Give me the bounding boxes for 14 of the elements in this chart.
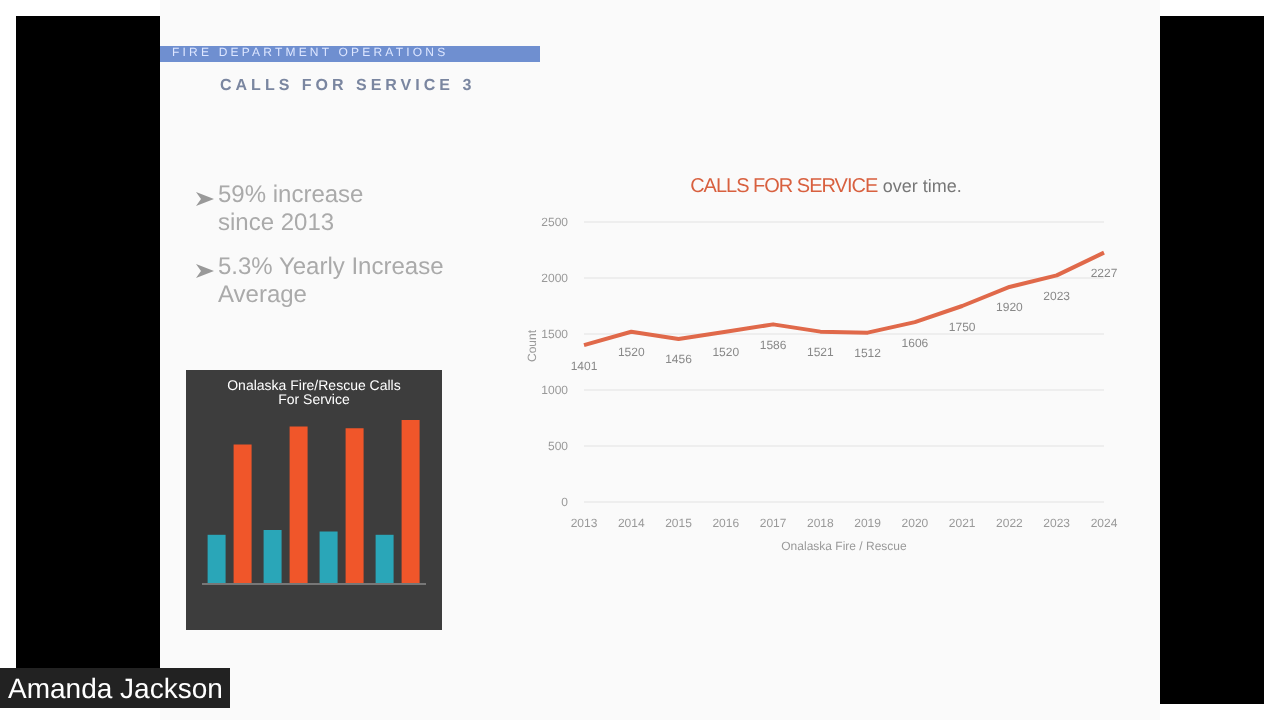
- bar: [319, 531, 338, 584]
- chart-title: CALLS FOR SERVICE: [690, 176, 878, 198]
- text: 59% increase since 2013: [218, 180, 366, 236]
- bar: [289, 426, 308, 584]
- bar: [345, 428, 364, 584]
- text: CALLS FOR SERVICE 3: [220, 76, 476, 94]
- bar: [375, 534, 394, 584]
- bar: [263, 529, 282, 584]
- text: Amanda Jackson: [0, 668, 231, 708]
- bar: [233, 444, 252, 584]
- bar: [207, 534, 226, 584]
- bar: [401, 420, 420, 584]
- chart-subtitle: over time.: [882, 176, 962, 196]
- text: 5.3% Yearly Increase Average: [218, 252, 446, 308]
